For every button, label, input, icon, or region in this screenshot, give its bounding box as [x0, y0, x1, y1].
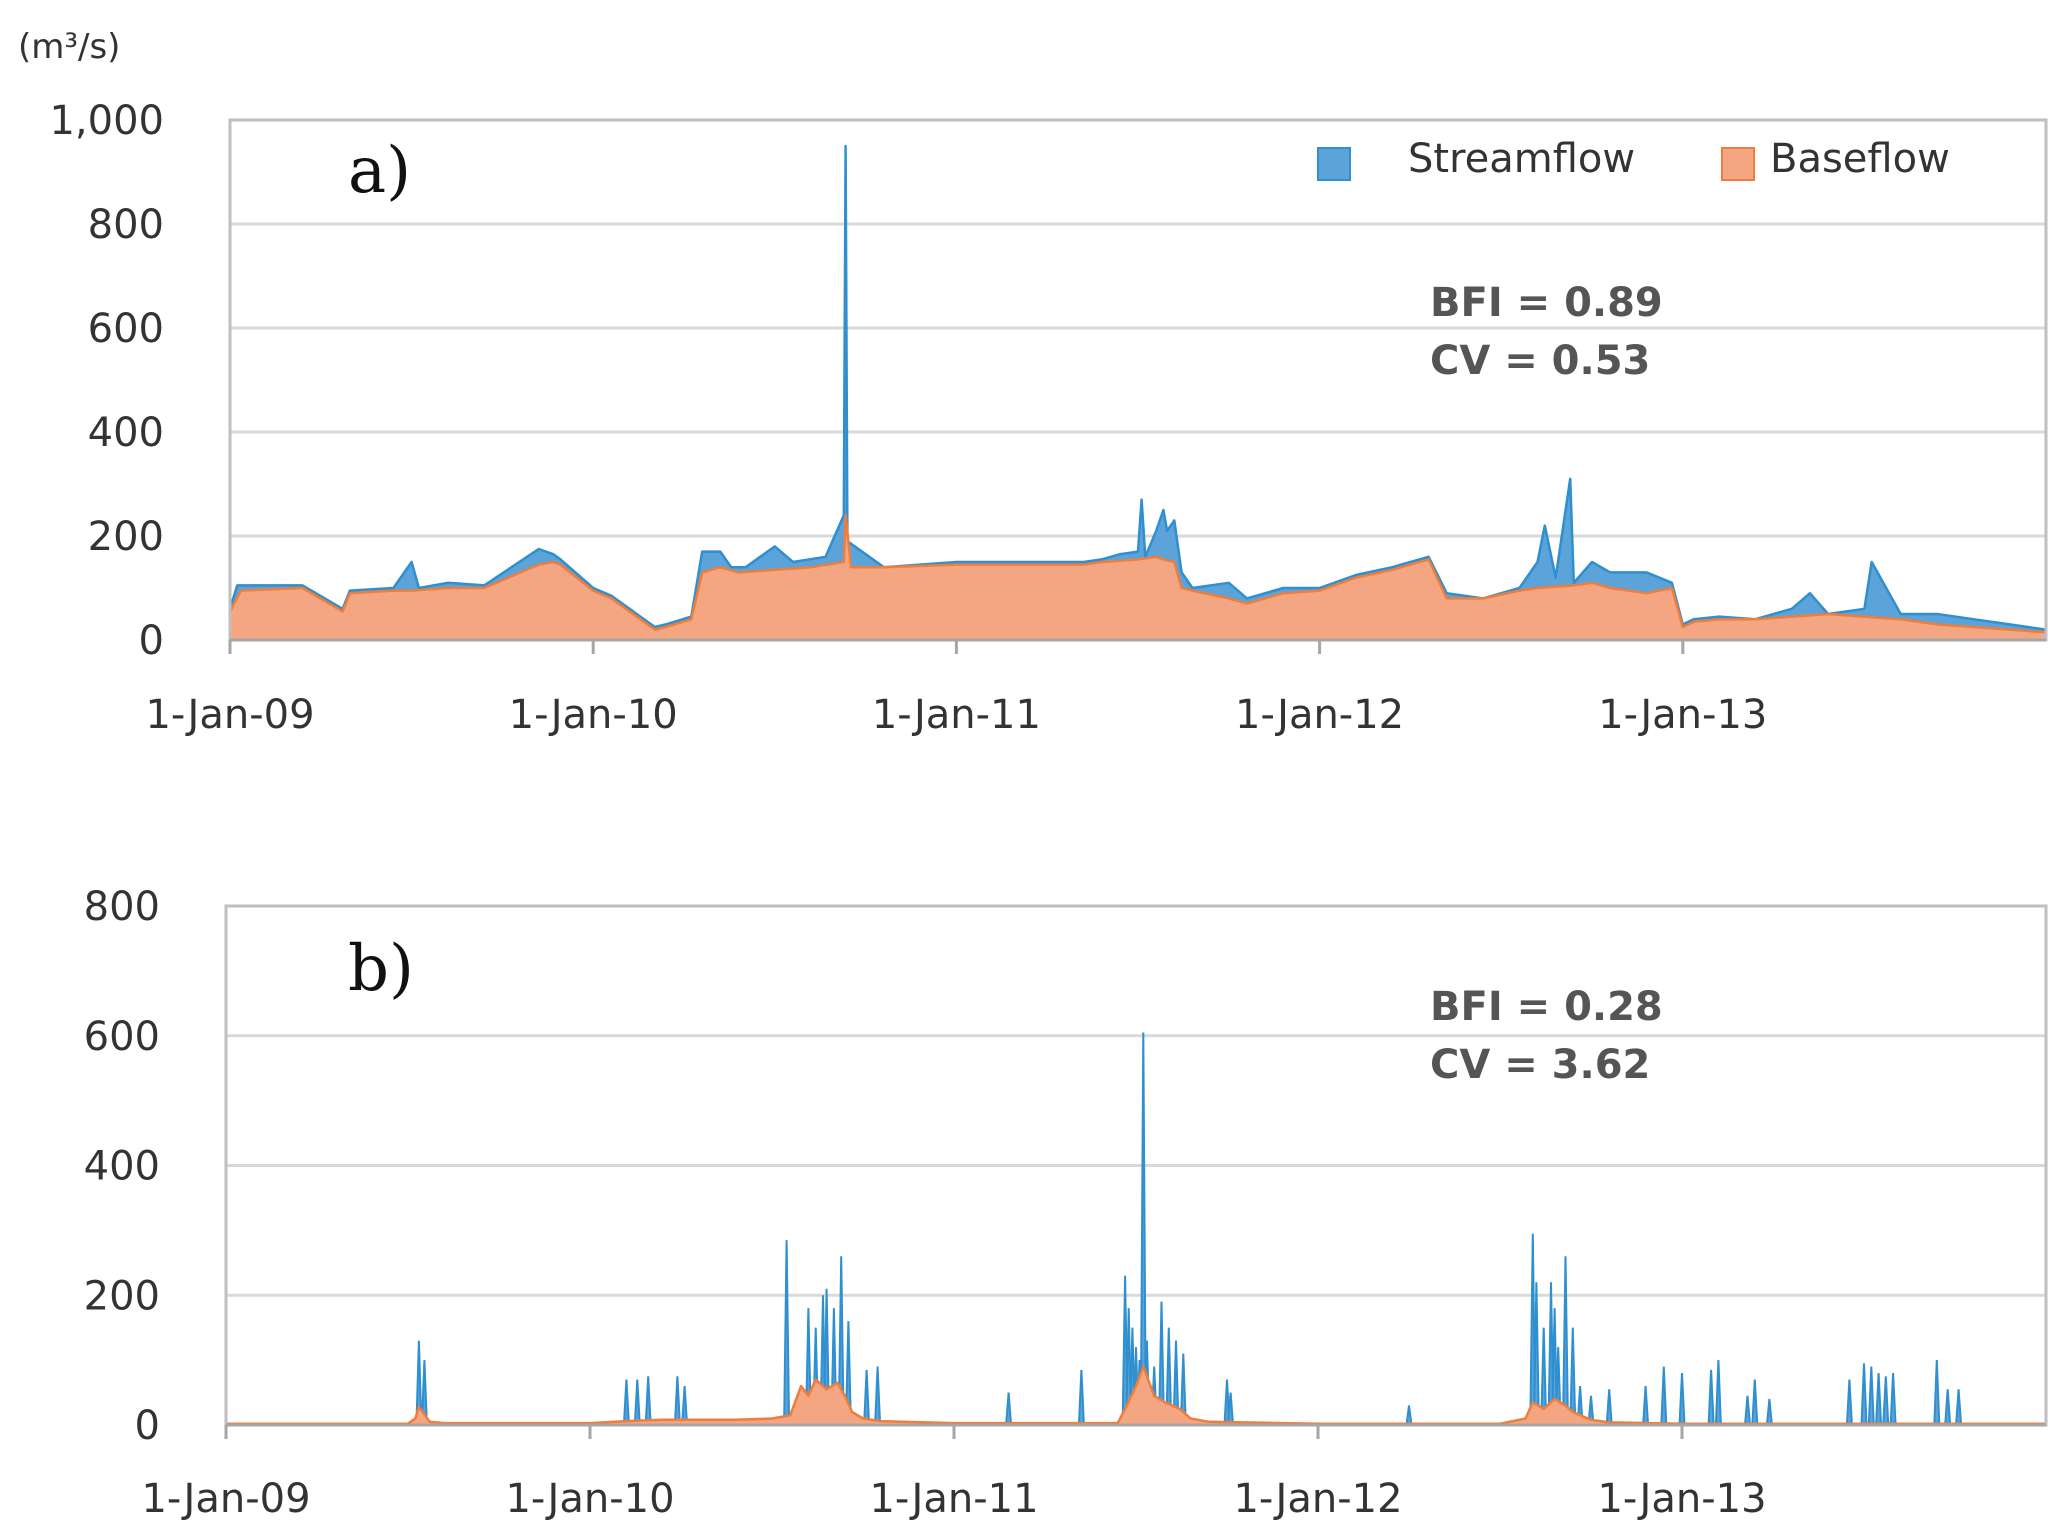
x-tick-labels-b: 1-Jan-09 1-Jan-10 1-Jan-11 1-Jan-12 1-Jan-13 [141, 1476, 1766, 1522]
y-tick-label: 0 [139, 618, 164, 664]
y-tick-label: 200 [84, 1273, 160, 1319]
y-tick-label: 400 [84, 1144, 160, 1190]
x-tick-label: 1-Jan-10 [505, 1476, 674, 1522]
y-tick-label: 400 [88, 410, 164, 456]
series-a [228, 144, 2048, 642]
x-tick-label: 1-Jan-09 [145, 692, 314, 738]
x-tick-label: 1-Jan-12 [1235, 692, 1404, 738]
x-tick-label: 1-Jan-09 [141, 1476, 310, 1522]
x-tick-label: 1-Jan-13 [1597, 1476, 1766, 1522]
legend-label-streamflow: Streamflow [1408, 136, 1635, 182]
y-tick-label: 800 [88, 202, 164, 248]
legend-swatch-baseflow [1721, 147, 1755, 181]
y-tick-label: 600 [88, 306, 164, 352]
y-tick-label: 1,000 [49, 98, 164, 144]
bfi-value-b: BFI = 0.28 [1430, 984, 1663, 1030]
x-tick-label: 1-Jan-13 [1598, 692, 1767, 738]
y-tick-label: 0 [135, 1403, 160, 1449]
x-tick-label: 1-Jan-11 [872, 692, 1041, 738]
legend-swatch-streamflow [1317, 147, 1351, 181]
unit-label: (m³/s) [18, 27, 120, 67]
y-tick-label: 200 [88, 514, 164, 560]
x-tick-label: 1-Jan-10 [509, 692, 678, 738]
legend: Streamflow Baseflow [1317, 136, 1950, 182]
panel-label-a: a) [348, 134, 411, 208]
cv-value-a: CV = 0.53 [1430, 338, 1650, 384]
y-axis-a: 0 200 400 600 800 1,000 [49, 98, 164, 664]
cv-value-b: CV = 3.62 [1430, 1042, 1650, 1088]
series-baseflow-area [228, 513, 2048, 642]
y-axis-b: 0 200 400 600 800 [84, 884, 160, 1449]
y-tick-label: 600 [84, 1014, 160, 1060]
x-axis-b [224, 1423, 2046, 1439]
y-tick-label: 800 [84, 884, 160, 930]
bfi-value-a: BFI = 0.89 [1430, 280, 1663, 326]
x-tick-labels-a: 1-Jan-09 1-Jan-10 1-Jan-11 1-Jan-12 1-Jan-13 [145, 692, 1767, 738]
legend-label-baseflow: Baseflow [1770, 136, 1950, 182]
x-axis-a [228, 638, 2046, 654]
x-tick-label: 1-Jan-11 [869, 1476, 1038, 1522]
panel-label-b: b) [348, 932, 414, 1006]
x-tick-label: 1-Jan-12 [1233, 1476, 1402, 1522]
series-baseflow-area [224, 1365, 2048, 1427]
